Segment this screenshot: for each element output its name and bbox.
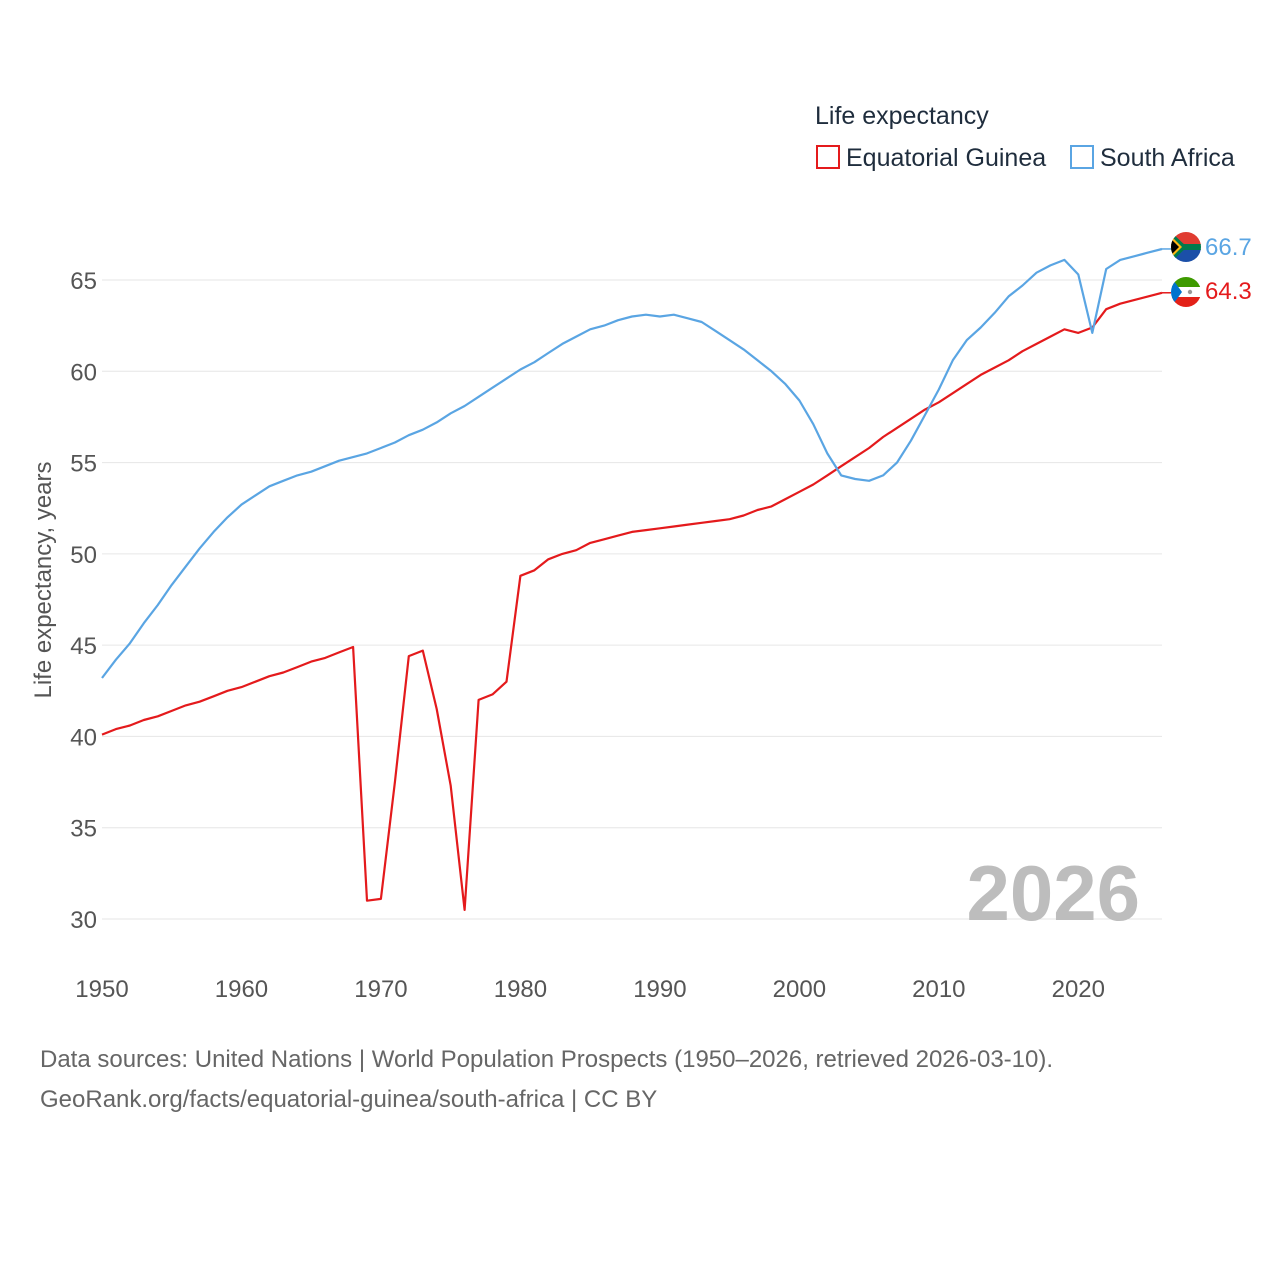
- y-axis-label: Life expectancy, years: [30, 461, 57, 698]
- x-tick-label: 1950: [75, 976, 128, 1003]
- y-tick-label: 60: [70, 359, 97, 386]
- legend-title: Life expectancy: [815, 102, 989, 130]
- legend-swatch-equatorial-guinea[interactable]: [816, 145, 840, 169]
- equatorial-guinea-flag-icon: [1171, 277, 1201, 307]
- x-tick-label: 1970: [354, 976, 407, 1003]
- legend-swatch-south-africa[interactable]: [1070, 145, 1094, 169]
- y-tick-label: 30: [70, 907, 97, 934]
- x-tick-label: 2000: [773, 976, 826, 1003]
- series-line-equatorial-guinea[interactable]: [101, 291, 1163, 911]
- y-tick-label: 45: [70, 633, 97, 660]
- legend-label-south-africa[interactable]: South Africa: [1100, 144, 1235, 172]
- source-line-2[interactable]: GeoRank.org/facts/equatorial-guinea/sout…: [40, 1086, 658, 1113]
- y-tick-label: 55: [70, 451, 97, 478]
- y-tick-label: 40: [70, 724, 97, 751]
- x-tick-label: 2020: [1052, 976, 1105, 1003]
- legend-label-equatorial-guinea[interactable]: Equatorial Guinea: [846, 144, 1046, 172]
- legend: Life expectancy Equatorial Guinea South …: [815, 102, 1235, 172]
- y-axis-ticks: 30 35 40 45 50 55 60 65: [70, 268, 97, 934]
- south-africa-flag-icon: [1171, 232, 1201, 262]
- source-line-1: Data sources: United Nations | World Pop…: [40, 1046, 1054, 1073]
- y-tick-label: 65: [70, 268, 97, 295]
- end-label-south-africa: 66.7: [1205, 234, 1252, 261]
- year-watermark: 2026: [966, 849, 1140, 937]
- y-tick-label: 50: [70, 542, 97, 569]
- x-axis-ticks: 1950 1960 1970 1980 1990 2000 2010 2020: [75, 976, 1105, 1003]
- series-line-south-africa[interactable]: [101, 247, 1163, 679]
- x-tick-label: 1980: [494, 976, 547, 1003]
- y-tick-label: 35: [70, 816, 97, 843]
- grid: [102, 279, 1162, 920]
- x-tick-label: 1990: [633, 976, 686, 1003]
- x-tick-label: 2010: [912, 976, 965, 1003]
- series-group: [101, 247, 1171, 911]
- end-label-equatorial-guinea: 64.3: [1205, 278, 1252, 305]
- x-tick-label: 1960: [215, 976, 268, 1003]
